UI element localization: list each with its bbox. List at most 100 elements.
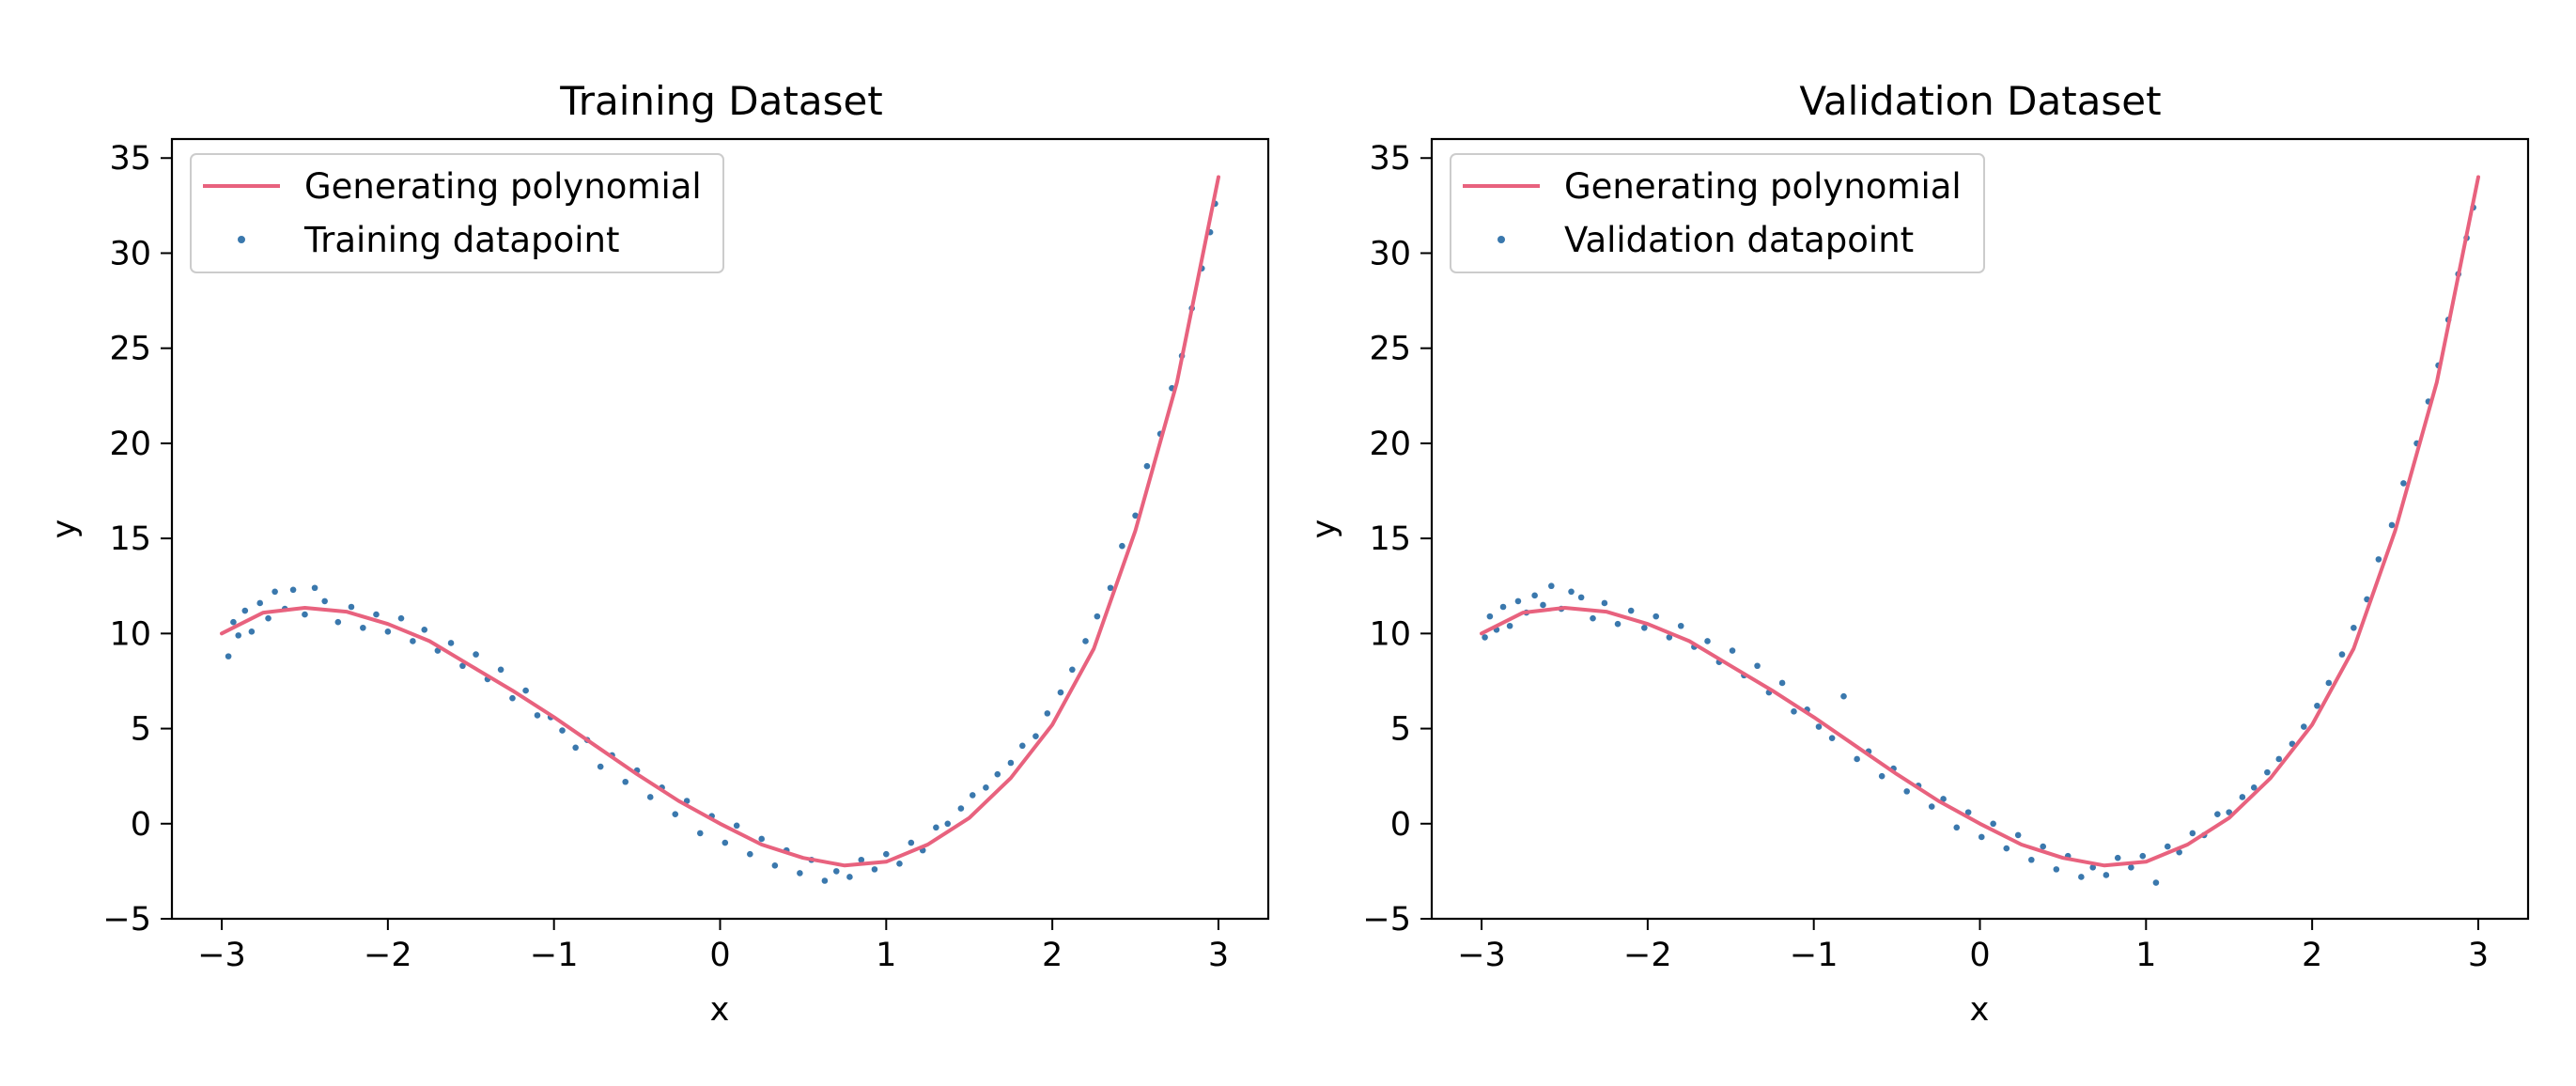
y-tick-label: 30 xyxy=(1369,235,1411,272)
data-point xyxy=(248,628,256,635)
y-tick-label: 25 xyxy=(109,331,151,368)
data-point xyxy=(846,874,853,880)
x-tick-label: −1 xyxy=(530,937,579,974)
data-point xyxy=(522,687,529,694)
data-point xyxy=(1540,601,1546,609)
data-point xyxy=(572,744,579,752)
polynomial-curve xyxy=(220,175,1220,868)
data-point xyxy=(1854,755,1860,763)
data-point xyxy=(1778,679,1786,687)
data-point xyxy=(1601,599,1608,607)
legend-point-swatch xyxy=(1497,236,1505,243)
data-point xyxy=(944,820,952,828)
y-tick-label: −5 xyxy=(102,901,151,939)
data-point xyxy=(896,860,903,867)
data-point xyxy=(1506,622,1513,629)
data-point xyxy=(1082,638,1089,644)
x-axis-label: x xyxy=(1970,991,1990,1029)
data-point xyxy=(1627,607,1635,614)
data-point xyxy=(1568,588,1575,596)
data-point xyxy=(2226,809,2233,815)
data-point xyxy=(2189,830,2196,837)
legend: Generating polynomial Training datapoint xyxy=(190,153,724,273)
data-point xyxy=(225,653,232,659)
data-point xyxy=(696,830,704,837)
data-point xyxy=(771,862,779,869)
data-point xyxy=(559,727,566,734)
data-point xyxy=(459,662,466,670)
data-point xyxy=(447,640,455,646)
x-tick-label: 3 xyxy=(1208,937,1229,974)
data-point xyxy=(509,694,516,702)
data-point xyxy=(2351,624,2357,631)
data-point xyxy=(1482,634,1488,641)
data-point xyxy=(1878,772,1885,780)
data-point xyxy=(2325,679,2333,687)
data-point xyxy=(2014,831,2022,839)
data-point xyxy=(360,624,366,631)
data-point xyxy=(421,626,428,633)
tick-marks: −3 −2 −1 0 1 2 3 −5 0 5 10 15 20 25 30 35 xyxy=(1362,140,2489,974)
data-point xyxy=(646,794,654,800)
data-point xyxy=(722,839,729,846)
y-tick-label: 0 xyxy=(1390,806,1411,844)
data-point xyxy=(1964,809,1972,815)
data-point xyxy=(1791,708,1797,715)
data-point xyxy=(2375,556,2382,563)
data-point xyxy=(983,784,989,791)
data-point xyxy=(1940,796,1947,802)
data-point xyxy=(473,651,479,658)
plot-area xyxy=(220,175,1220,884)
data-point xyxy=(497,666,504,674)
y-tick-label: 25 xyxy=(1369,331,1411,368)
legend-label-datapoint: Training datapoint xyxy=(303,220,619,260)
data-point xyxy=(1928,803,1935,810)
y-tick-label: 10 xyxy=(109,615,151,653)
x-tick-label: −2 xyxy=(1623,937,1672,974)
data-point xyxy=(832,868,840,875)
data-point xyxy=(747,850,753,858)
data-point xyxy=(1057,689,1064,696)
y-axis-label: y xyxy=(46,520,84,539)
y-tick-label: 15 xyxy=(109,520,151,558)
y-tick-label: 5 xyxy=(1390,711,1411,749)
data-point xyxy=(2300,723,2307,730)
x-tick-label: 2 xyxy=(2302,937,2322,974)
data-point xyxy=(1978,833,1985,841)
data-point xyxy=(1094,613,1101,620)
data-point xyxy=(883,850,890,858)
data-point xyxy=(2078,874,2085,880)
data-point xyxy=(2214,811,2221,817)
data-point xyxy=(2139,852,2147,860)
x-tick-label: 3 xyxy=(2468,937,2489,974)
data-point xyxy=(733,822,740,830)
polynomial-curve xyxy=(1480,175,2480,868)
data-point xyxy=(235,632,242,639)
y-tick-label: 20 xyxy=(109,426,151,463)
data-point xyxy=(797,870,803,877)
data-point xyxy=(2275,755,2283,763)
data-point xyxy=(2128,864,2134,871)
y-tick-label: 35 xyxy=(1369,140,1411,178)
data-point xyxy=(1729,647,1736,654)
data-point xyxy=(1107,584,1114,592)
data-point xyxy=(969,792,976,799)
data-point xyxy=(1990,820,1996,828)
legend-label-datapoint: Validation datapoint xyxy=(1564,220,1914,260)
data-point xyxy=(2028,856,2035,863)
data-point xyxy=(1514,597,1522,605)
data-point xyxy=(410,638,416,644)
y-tick-label: 30 xyxy=(109,235,151,272)
data-point xyxy=(348,603,355,611)
data-point xyxy=(1614,620,1622,628)
data-point xyxy=(1044,710,1051,717)
legend-point-swatch xyxy=(238,236,245,243)
legend-frame xyxy=(1450,153,1985,273)
data-point xyxy=(2388,521,2396,529)
legend-label-polynomial: Generating polynomial xyxy=(1564,166,1962,207)
data-point xyxy=(2239,794,2246,800)
data-point xyxy=(265,614,272,622)
data-point xyxy=(672,811,679,817)
y-tick-label: 0 xyxy=(131,806,151,844)
